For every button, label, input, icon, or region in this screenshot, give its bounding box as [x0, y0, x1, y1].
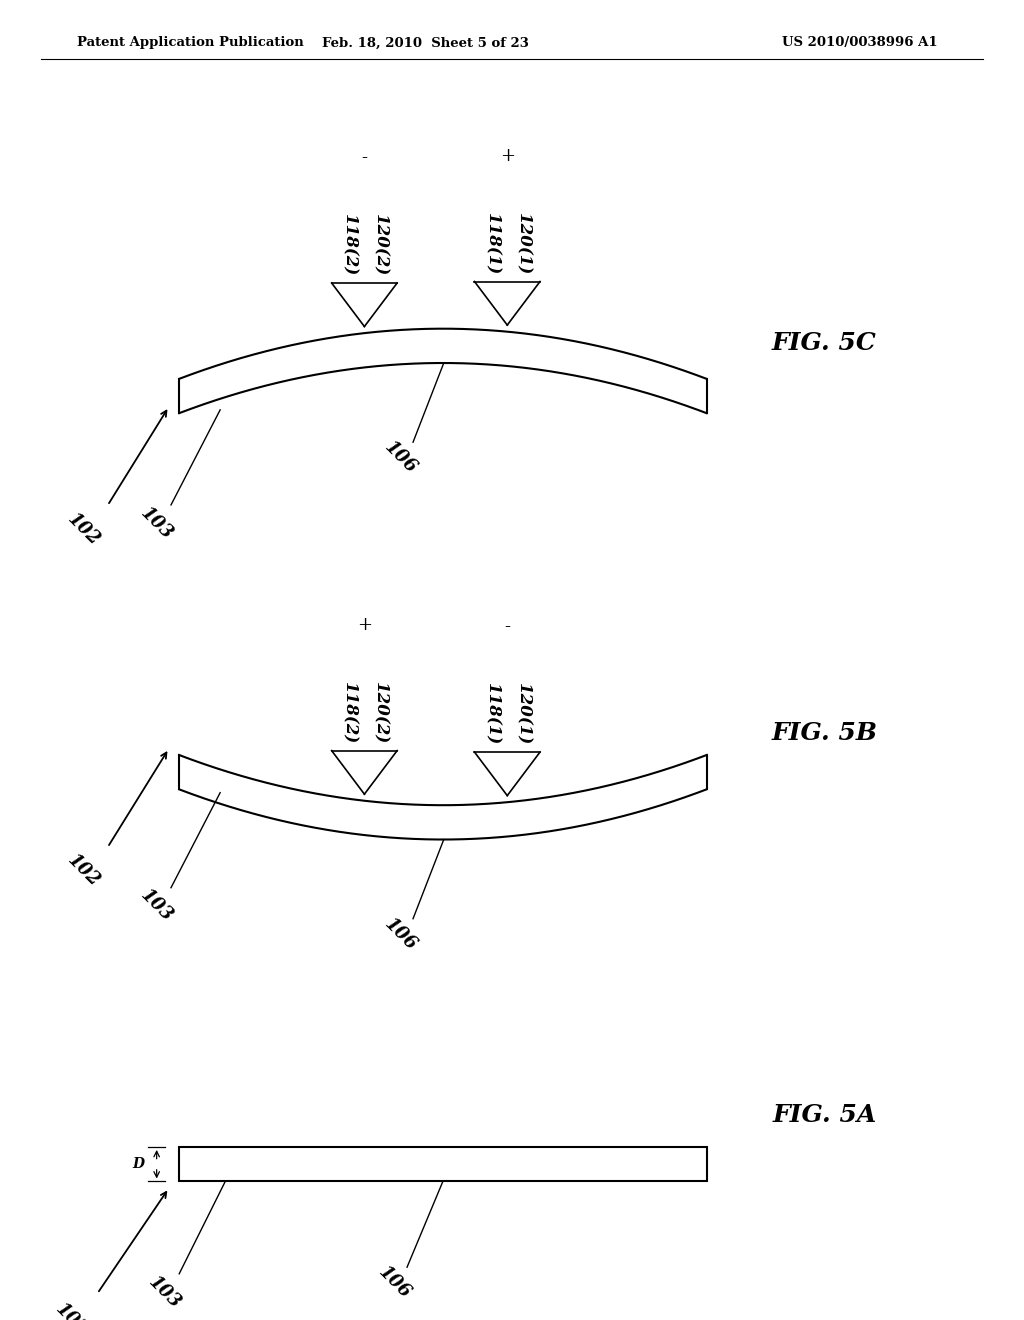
Text: 118(2): 118(2) [341, 214, 357, 276]
Text: FIG. 5C: FIG. 5C [772, 331, 877, 355]
Text: 103: 103 [137, 504, 176, 543]
Text: 106: 106 [381, 915, 421, 954]
Text: 102: 102 [65, 851, 103, 891]
Text: -: - [361, 149, 368, 166]
Text: 118(1): 118(1) [483, 684, 501, 746]
Text: 103: 103 [145, 1272, 184, 1312]
Text: 102: 102 [52, 1300, 91, 1320]
Polygon shape [179, 755, 707, 840]
Text: 106: 106 [375, 1263, 415, 1303]
Text: +: + [500, 147, 515, 165]
Text: 120(1): 120(1) [514, 213, 531, 275]
Text: 106: 106 [381, 438, 421, 478]
Text: Feb. 18, 2010  Sheet 5 of 23: Feb. 18, 2010 Sheet 5 of 23 [322, 37, 528, 49]
Text: 120(2): 120(2) [372, 214, 388, 276]
Text: FIG. 5A: FIG. 5A [772, 1104, 877, 1127]
Text: +: + [357, 616, 372, 634]
Text: 102: 102 [65, 510, 103, 549]
Text: 120(1): 120(1) [514, 684, 531, 746]
Polygon shape [179, 329, 707, 413]
Text: 103: 103 [137, 887, 176, 925]
Text: -: - [504, 618, 510, 636]
Bar [179, 1147, 707, 1181]
Text: 120(2): 120(2) [372, 681, 388, 744]
Text: D: D [132, 1158, 144, 1171]
Text: Patent Application Publication: Patent Application Publication [77, 37, 303, 49]
Text: 118(1): 118(1) [483, 213, 501, 275]
Text: 118(2): 118(2) [341, 681, 357, 744]
Text: US 2010/0038996 A1: US 2010/0038996 A1 [782, 37, 938, 49]
Text: FIG. 5B: FIG. 5B [771, 721, 878, 744]
